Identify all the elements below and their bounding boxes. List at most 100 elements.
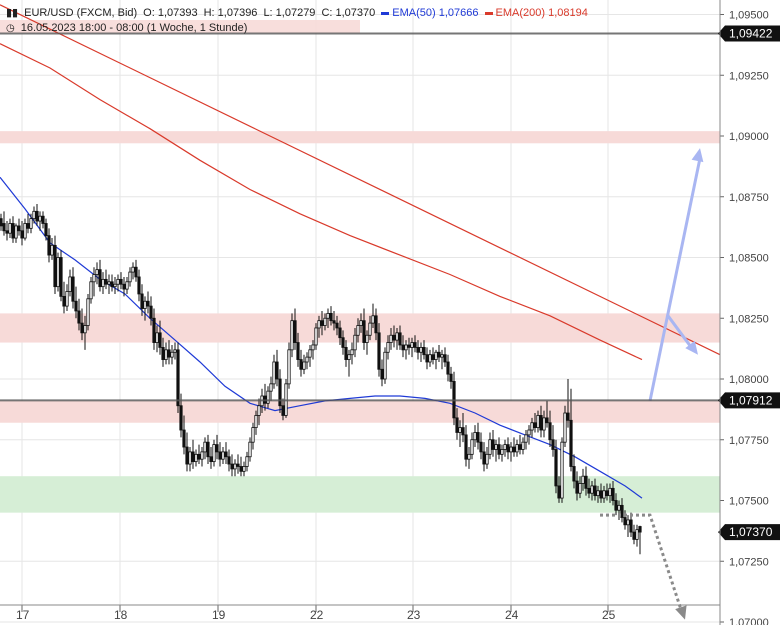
candle	[407, 337, 411, 355]
price-marker-label: 1,07370	[729, 525, 773, 539]
candle	[281, 398, 285, 421]
candle	[584, 466, 588, 496]
candle-body	[62, 295, 66, 307]
candle	[497, 437, 501, 460]
candle-body	[269, 383, 273, 392]
candle-body	[308, 349, 312, 358]
candle	[335, 315, 339, 336]
candle	[362, 308, 366, 350]
candle-body	[461, 427, 465, 436]
candle	[461, 413, 465, 443]
y-tick-label: 1,07250	[729, 556, 769, 568]
candle	[392, 325, 396, 348]
candle	[149, 296, 153, 326]
candle-body	[53, 244, 57, 288]
projection-up-arrow	[648, 157, 702, 402]
candle	[20, 221, 24, 246]
candle-body	[533, 422, 537, 428]
candle-body	[446, 361, 450, 375]
candle	[287, 342, 291, 389]
candle	[410, 337, 414, 358]
candle	[248, 437, 252, 462]
candle-body	[551, 439, 555, 450]
candle	[284, 379, 288, 418]
candle	[524, 430, 528, 450]
candle-body	[413, 342, 417, 348]
candle	[620, 498, 624, 523]
candle-body	[8, 223, 12, 234]
candle	[50, 238, 54, 260]
candle	[494, 439, 498, 462]
candle	[74, 286, 78, 319]
candle	[326, 308, 330, 328]
candle-body	[377, 332, 381, 370]
candle	[68, 269, 72, 297]
candle	[173, 342, 177, 360]
candle-body	[35, 210, 39, 222]
candle-body	[236, 463, 240, 467]
candle-body	[440, 354, 444, 358]
candle	[458, 420, 462, 448]
candle-body	[455, 417, 459, 433]
candle-body	[185, 446, 189, 465]
candle	[65, 284, 69, 311]
candle	[323, 313, 327, 331]
candle-body	[215, 444, 219, 453]
candle	[614, 493, 618, 516]
x-tick-label: 23	[407, 608, 421, 622]
y-tick-label: 1,08000	[729, 374, 769, 386]
candle-body	[164, 349, 168, 360]
x-tick-label: 19	[212, 608, 226, 622]
candle-body	[626, 519, 630, 526]
y-tick-label: 1,07750	[729, 435, 769, 447]
ema200-legend[interactable]: EMA(200) 1,08194	[484, 7, 588, 19]
candle-body	[476, 432, 480, 443]
candle	[302, 354, 306, 375]
candle-body	[401, 344, 405, 351]
candle	[122, 276, 126, 297]
candle-body	[128, 271, 132, 283]
candle	[227, 449, 231, 472]
candle-body	[56, 257, 60, 288]
price-marker-label: 1,07912	[729, 393, 773, 407]
candle-body	[296, 342, 300, 360]
candle-body	[218, 451, 222, 460]
candle	[539, 405, 543, 438]
ema200-label: EMA(200)	[495, 7, 546, 19]
candle-body	[410, 342, 414, 348]
candle-body	[518, 444, 522, 450]
candle-body	[638, 526, 642, 533]
candle	[599, 483, 603, 503]
candle	[266, 386, 270, 409]
candle-body	[563, 412, 567, 443]
candle-body	[83, 325, 87, 334]
candle-body	[404, 344, 408, 351]
candle-body	[575, 480, 579, 494]
candle	[104, 269, 108, 290]
candle	[146, 291, 150, 314]
candle-body	[176, 349, 180, 407]
candle-body	[323, 317, 327, 326]
candle	[80, 308, 84, 341]
candle-body	[494, 444, 498, 450]
candle-body	[287, 349, 291, 385]
candle	[566, 379, 570, 428]
candle	[188, 447, 192, 472]
candle	[254, 410, 258, 435]
candle	[221, 447, 225, 465]
candle-body	[635, 529, 639, 540]
candle	[137, 269, 141, 302]
candle	[155, 325, 159, 353]
candle-body	[17, 225, 21, 232]
candle-body	[44, 223, 48, 237]
candle	[536, 410, 540, 433]
ema50-legend[interactable]: EMA(50) 1,07666	[381, 7, 479, 19]
candle	[569, 388, 573, 472]
open-value: O: 1,07393	[143, 7, 198, 19]
price-marker: 1,09422	[718, 25, 780, 42]
candle	[98, 259, 102, 292]
candle	[176, 342, 180, 414]
candle-body	[566, 412, 570, 421]
candle	[578, 476, 582, 499]
